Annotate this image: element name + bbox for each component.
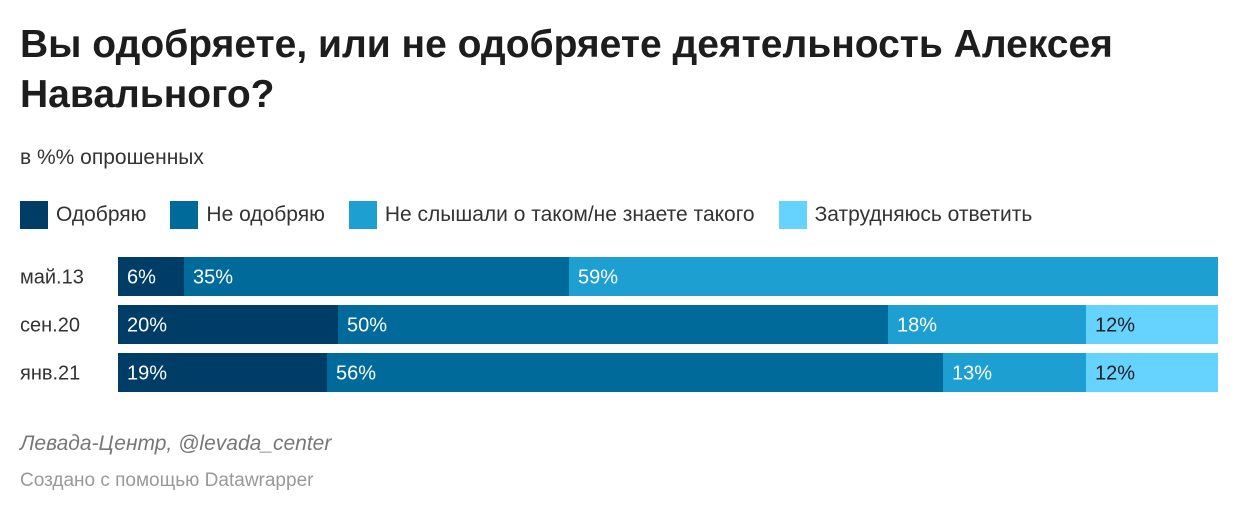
- data-label: 35%: [193, 267, 233, 289]
- bar-segment: [888, 305, 1086, 344]
- data-label: 18%: [897, 315, 937, 337]
- legend-label: Не слышали о таком/не знаете такого: [384, 203, 755, 226]
- data-label: 59%: [578, 267, 618, 289]
- data-label: 12%: [1095, 315, 1135, 337]
- data-label: 13%: [952, 363, 992, 385]
- bar-segment: [1086, 353, 1218, 392]
- bar-segment: [118, 353, 327, 392]
- chart-title: Вы одобряете, или не одобряете деятельно…: [20, 23, 1113, 116]
- legend-label: Одобряю: [56, 203, 147, 226]
- legend-swatch: [778, 201, 807, 229]
- category-label: сен.20: [20, 315, 80, 337]
- bar-segment: [1086, 305, 1218, 344]
- bar-segment: [943, 353, 1086, 392]
- legend-item-approve: Одобряю: [20, 201, 146, 229]
- legend-item-disapprove: Не одобряю: [170, 201, 325, 229]
- data-label: 56%: [336, 363, 376, 385]
- stacked-bar-chart: май.13 6% 35% 59% сен.20 20% 50% 18% 12% янв.21 19…: [20, 257, 1218, 392]
- data-label: 19%: [127, 363, 167, 385]
- data-label: 6%: [127, 267, 156, 289]
- legend-swatch: [348, 201, 377, 229]
- source-note: Левада-Центр, @levada_center: [20, 432, 332, 455]
- legend-label: Не одобряю: [206, 203, 325, 226]
- bar-segment: [327, 353, 943, 392]
- legend-item-not-heard: Не слышали о таком/не знаете такого: [348, 201, 755, 229]
- bar-segment: [184, 257, 569, 296]
- legend-swatch: [20, 201, 48, 229]
- data-label: 12%: [1095, 363, 1135, 385]
- category-label: май.13: [20, 267, 84, 289]
- credit-note: Создано с помощью Datawrapper: [20, 470, 314, 491]
- data-label: 50%: [347, 315, 387, 337]
- legend-item-undecided: Затрудняюсь ответить: [778, 201, 1033, 229]
- bar-segment: [338, 305, 888, 344]
- legend-label: Затрудняюсь ответить: [814, 203, 1033, 226]
- legend: Одобряю Не одобряю Не слышали о таком/не…: [20, 201, 1056, 229]
- bar-segment: [569, 257, 1218, 296]
- chart-subtitle: в %% опрошенных: [20, 146, 204, 169]
- legend-swatch: [170, 201, 199, 229]
- category-label: янв.21: [20, 363, 80, 385]
- bar-segment: [118, 305, 338, 344]
- data-label: 20%: [127, 315, 167, 337]
- bar-segment: [118, 257, 184, 296]
